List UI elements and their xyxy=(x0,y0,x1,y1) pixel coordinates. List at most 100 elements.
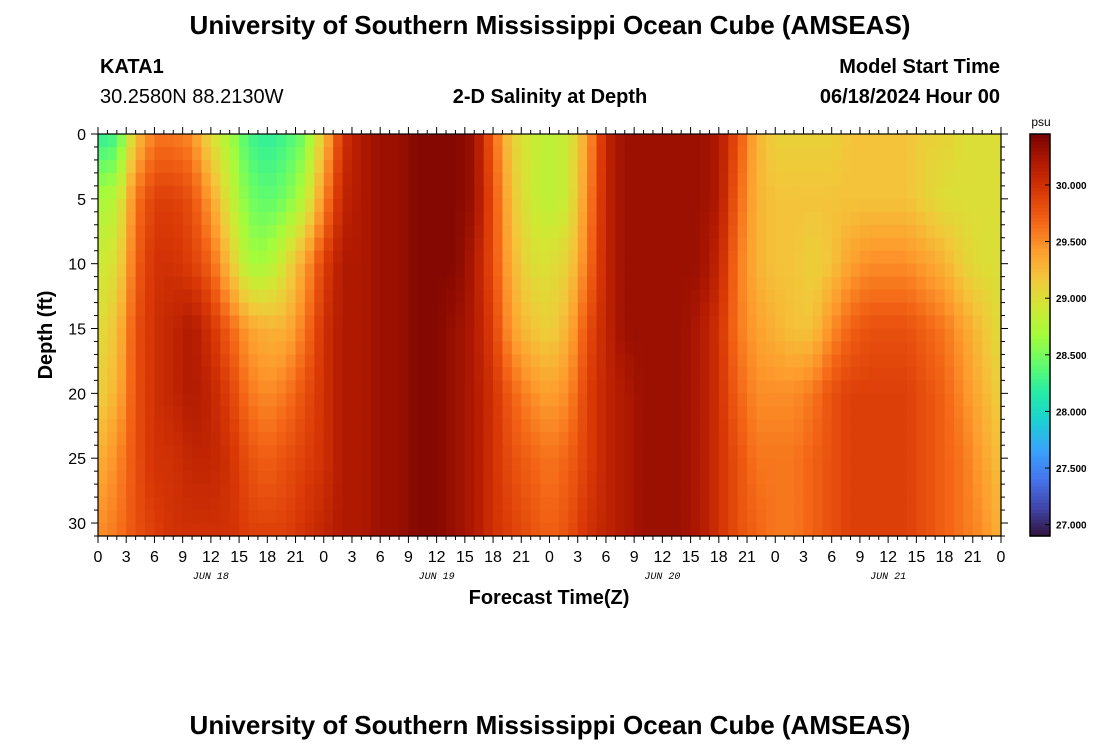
heatmap-cell xyxy=(126,419,137,433)
heatmap-cell xyxy=(229,354,240,369)
heatmap-cell xyxy=(295,341,306,356)
heatmap-cell xyxy=(540,393,551,407)
heatmap-cell xyxy=(455,159,466,174)
heatmap-cell xyxy=(182,484,193,498)
heatmap-cell xyxy=(577,380,588,394)
heatmap-cell xyxy=(549,172,560,187)
heatmap-cell xyxy=(154,393,165,407)
heatmap-cell xyxy=(380,237,391,252)
heatmap-cell xyxy=(822,198,833,213)
heatmap-cell xyxy=(314,432,325,446)
heatmap-cell xyxy=(436,289,447,304)
heatmap-cell xyxy=(182,211,193,226)
colorbar-tick-label: 29.500 xyxy=(1056,238,1087,249)
heatmap-cell xyxy=(98,198,109,213)
heatmap-cell xyxy=(925,211,936,226)
heatmap-cell xyxy=(765,159,776,174)
heatmap-cell xyxy=(878,354,889,369)
heatmap-cell xyxy=(615,302,626,317)
heatmap-cell xyxy=(502,393,513,407)
heatmap-cell xyxy=(916,159,927,174)
heatmap-cell xyxy=(511,406,522,420)
heatmap-cell xyxy=(530,523,541,537)
heatmap-cell xyxy=(163,146,174,161)
heatmap-cell xyxy=(98,159,109,174)
heatmap-cell xyxy=(587,276,598,291)
heatmap-cell xyxy=(182,134,193,148)
colorbar-segment xyxy=(1030,502,1050,507)
heatmap-cell xyxy=(220,380,231,394)
heatmap-cell xyxy=(737,302,748,317)
heatmap-cell xyxy=(888,289,899,304)
heatmap-cell xyxy=(765,510,776,524)
heatmap-cell xyxy=(935,432,946,446)
heatmap-cell xyxy=(850,134,861,148)
heatmap-cell xyxy=(624,510,635,524)
heatmap-cell xyxy=(690,315,701,330)
heatmap-cell xyxy=(333,432,344,446)
heatmap-cell xyxy=(267,406,278,420)
heatmap-cell xyxy=(323,276,334,291)
heatmap-cell xyxy=(210,419,221,433)
heatmap-cell xyxy=(351,510,362,524)
heatmap-cell xyxy=(304,302,315,317)
heatmap-cell xyxy=(98,458,109,472)
heatmap-cell xyxy=(502,458,513,472)
heatmap-cell xyxy=(878,393,889,407)
heatmap-cell xyxy=(737,484,748,498)
heatmap-cell xyxy=(286,367,297,381)
heatmap-cell xyxy=(869,198,880,213)
heatmap-cell xyxy=(643,263,654,278)
heatmap-cell xyxy=(267,237,278,252)
heatmap-cell xyxy=(888,393,899,407)
heatmap-cell xyxy=(549,134,560,148)
heatmap-cell xyxy=(916,419,927,433)
y-tick-label: 10 xyxy=(68,257,86,274)
heatmap-cell xyxy=(944,406,955,420)
heatmap-cell xyxy=(530,237,541,252)
heatmap-cell xyxy=(389,237,400,252)
heatmap-cell xyxy=(436,263,447,278)
heatmap-cell xyxy=(634,328,645,343)
heatmap-cell xyxy=(135,185,146,200)
heatmap-cell xyxy=(991,393,1002,407)
heatmap-cell xyxy=(107,224,118,239)
heatmap-cell xyxy=(455,198,466,213)
heatmap-cell xyxy=(906,146,917,161)
heatmap-cell xyxy=(916,328,927,343)
heatmap-cell xyxy=(963,393,974,407)
heatmap-cell xyxy=(474,289,485,304)
heatmap-cell xyxy=(577,134,588,148)
heatmap-cell xyxy=(380,497,391,511)
heatmap-cell xyxy=(549,159,560,174)
heatmap-cell xyxy=(427,328,438,343)
heatmap-cell xyxy=(436,432,447,446)
heatmap-cell xyxy=(201,497,212,511)
heatmap-cell xyxy=(681,302,692,317)
heatmap-cell xyxy=(794,263,805,278)
heatmap-cell xyxy=(323,198,334,213)
heatmap-cell xyxy=(314,198,325,213)
heatmap-cell xyxy=(116,289,127,304)
heatmap-cell xyxy=(257,523,268,537)
heatmap-cell xyxy=(464,315,475,330)
heatmap-cell xyxy=(220,315,231,330)
heatmap-cell xyxy=(784,302,795,317)
heatmap-cell xyxy=(229,134,240,148)
colorbar-segment xyxy=(1030,388,1050,393)
heatmap-cell xyxy=(98,380,109,394)
heatmap-cell xyxy=(709,367,720,381)
heatmap-cell xyxy=(436,224,447,239)
heatmap-cell xyxy=(210,393,221,407)
heatmap-cell xyxy=(700,198,711,213)
heatmap-cell xyxy=(803,510,814,524)
heatmap-cell xyxy=(859,211,870,226)
heatmap-cell xyxy=(502,185,513,200)
y-tick-label: 30 xyxy=(68,516,86,533)
heatmap-cell xyxy=(192,315,203,330)
heatmap-cell xyxy=(549,250,560,265)
heatmap-cell xyxy=(624,406,635,420)
heatmap-cell xyxy=(333,393,344,407)
heatmap-cell xyxy=(850,185,861,200)
heatmap-cell xyxy=(812,185,823,200)
